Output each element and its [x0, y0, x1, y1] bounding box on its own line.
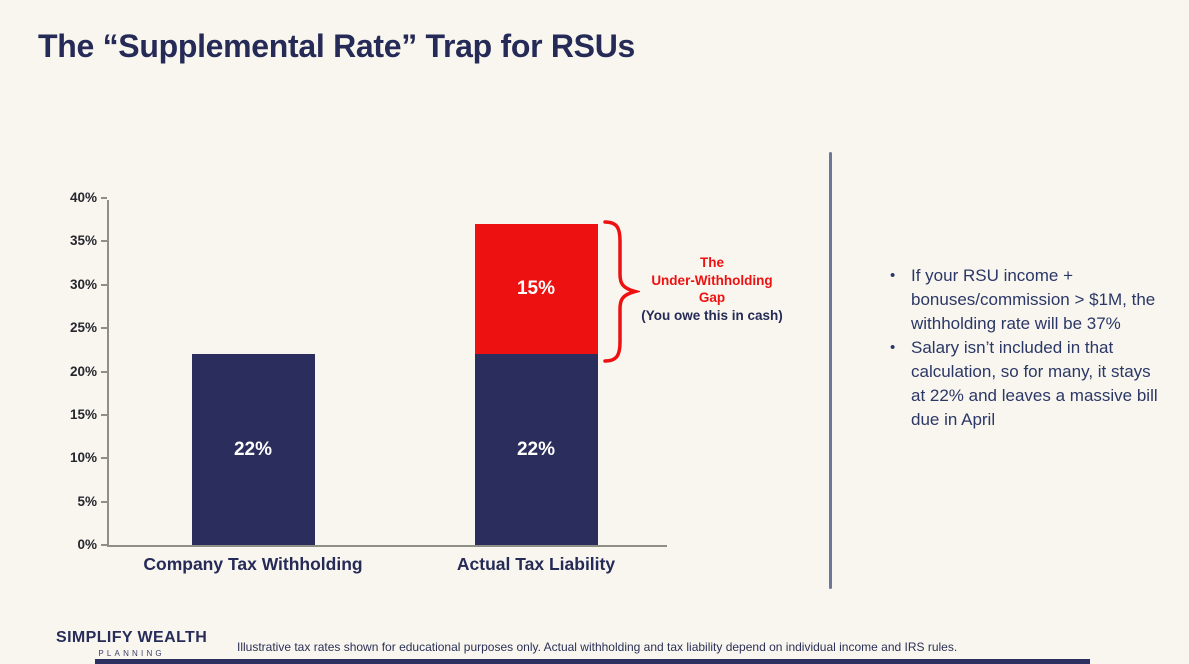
category-label: Company Tax Withholding [143, 554, 363, 574]
ytick-mark [101, 283, 107, 286]
bar-segment: 22% [191, 354, 315, 545]
category-label: Actual Tax Liability [456, 554, 616, 574]
bar-segment: 22% [474, 354, 598, 545]
ytick-label: 5% [77, 493, 97, 509]
ytick-label: 10% [69, 450, 97, 466]
gap-brace-icon [603, 220, 640, 363]
ytick-label: 30% [69, 276, 97, 292]
ytick-label: 25% [69, 320, 97, 336]
annotation-line: Under-Withholding [651, 272, 773, 288]
ytick-mark [101, 457, 107, 460]
page-title: The “Supplemental Rate” Trap for RSUs [38, 28, 636, 64]
ytick-mark [101, 544, 107, 546]
annotation-line: The [699, 255, 724, 270]
ytick-mark [101, 500, 107, 503]
ytick-label: 0% [77, 537, 97, 552]
ytick-mark [101, 413, 107, 416]
logo-name: SIMPLIFY WEALTH [56, 629, 208, 646]
gap-annotation: The Under-Withholding Gap (You owe this … [610, 254, 814, 324]
ytick-mark [101, 197, 107, 199]
ytick-label: 35% [69, 233, 97, 249]
bullet-list: If your RSU income + bonuses/commission … [886, 264, 1158, 432]
bar-value-label: 15% [516, 278, 556, 300]
ytick-mark [101, 240, 107, 243]
logo-subtitle: PLANNING [98, 649, 165, 658]
annotation-line: (You owe this in cash) [641, 307, 783, 323]
ytick-label: 20% [69, 363, 97, 379]
annotation-line: Gap [698, 290, 726, 305]
bullet-item: Salary isn’t included in that calculatio… [886, 336, 1158, 432]
plot-area: Company Tax Withholding Actual Tax Liabi… [70, 190, 667, 574]
disclaimer-text: Illustrative tax rates shown for educati… [237, 640, 958, 654]
ytick-label: 40% [69, 190, 97, 205]
bar-segment: 15% [474, 224, 598, 355]
footer-logo: SIMPLIFY WEALTH PLANNING [56, 629, 207, 658]
ytick-mark [101, 370, 107, 373]
bullet-item: If your RSU income + bonuses/commission … [886, 264, 1158, 336]
vertical-divider [829, 152, 832, 589]
bottom-accent-bar [95, 659, 1090, 664]
ytick-label: 15% [69, 406, 97, 422]
bar-value-label: 22% [516, 438, 556, 460]
bar-value-label: 22% [233, 438, 273, 460]
ytick-mark [101, 327, 107, 330]
